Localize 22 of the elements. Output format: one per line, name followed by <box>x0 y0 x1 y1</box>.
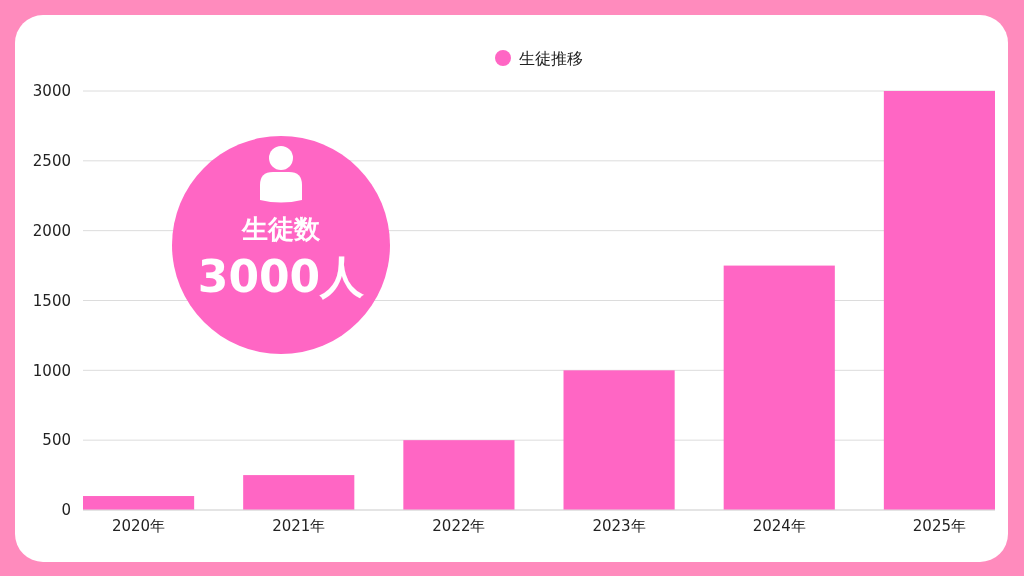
y-tick-label: 500 <box>42 431 71 450</box>
y-tick-label: 2000 <box>32 221 71 240</box>
y-tick-label: 2500 <box>32 152 71 171</box>
x-tick-label: 2022年 <box>432 516 486 535</box>
x-tick-label: 2024年 <box>752 516 806 535</box>
y-tick-label: 0 <box>61 501 71 520</box>
bar <box>243 475 355 510</box>
bar <box>563 370 675 510</box>
bar <box>723 265 835 510</box>
x-tick-label: 2020年 <box>111 516 166 535</box>
x-tick-label: 2021年 <box>272 516 326 535</box>
bar <box>403 440 515 510</box>
y-tick-label: 1500 <box>32 291 71 310</box>
annotation: 生徒数 <box>241 214 321 244</box>
bar <box>883 91 995 510</box>
x-tick-label: 2025年 <box>912 516 967 535</box>
bar <box>83 496 195 510</box>
y-tick-label: 1000 <box>32 361 71 380</box>
legend-label: 生徒推移 <box>519 48 583 68</box>
annotation: 3000人 <box>197 251 365 302</box>
y-tick-label: 3000 <box>32 82 71 101</box>
x-tick-label: 2023年 <box>592 516 646 535</box>
